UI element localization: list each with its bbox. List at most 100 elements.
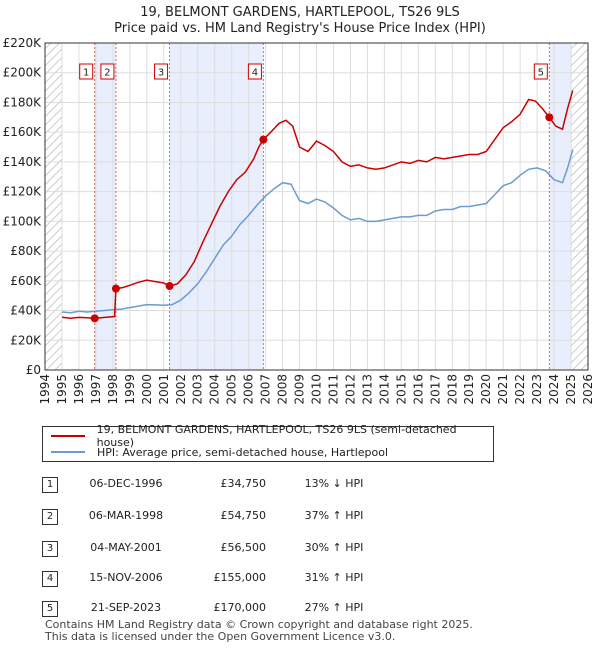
sale-number-box bbox=[100, 63, 115, 80]
y-tick-label: £40K bbox=[10, 304, 42, 318]
x-tick-label: 2015 bbox=[394, 374, 408, 405]
x-tick-label: 2002 bbox=[174, 374, 188, 405]
table-row: 2 06-MAR-1998 £54,750 37% ↑ HPI bbox=[0, 506, 600, 526]
x-tick-label: 1999 bbox=[123, 374, 137, 405]
chart-title: 19, BELMONT GARDENS, HARTLEPOOL, TS26 9L… bbox=[140, 5, 460, 20]
x-tick-label: 2005 bbox=[225, 374, 239, 405]
sale-date: 04-MAY-2001 bbox=[90, 541, 162, 554]
x-tick-label: 2013 bbox=[360, 374, 374, 405]
sale-number-label: 5 bbox=[538, 68, 544, 79]
x-tick-label: 2022 bbox=[513, 374, 527, 405]
table-row: 3 04-MAY-2001 £56,500 30% ↑ HPI bbox=[0, 538, 600, 558]
footer-licence: This data is licensed under the Open Gov… bbox=[45, 630, 396, 643]
row-number-badge: 5 bbox=[42, 601, 58, 617]
x-tick-label: 2023 bbox=[530, 374, 544, 405]
sale-price: £170,000 bbox=[213, 601, 267, 614]
x-tick-label: 2009 bbox=[293, 374, 307, 405]
y-tick-label: £100K bbox=[3, 214, 43, 228]
hpi-series-line bbox=[61, 149, 574, 314]
x-tick-label: 1994 bbox=[38, 374, 52, 405]
x-tick-label: 2011 bbox=[326, 374, 340, 405]
plot-frame bbox=[44, 42, 589, 371]
sale-date: 15-NOV-2006 bbox=[89, 571, 163, 584]
hpi-comparison: 30% ↑ HPI bbox=[304, 541, 364, 554]
hpi-comparison: 37% ↑ HPI bbox=[304, 509, 364, 522]
row-number-badge: 2 bbox=[42, 509, 58, 525]
ownership-band bbox=[94, 43, 116, 370]
sale-point bbox=[165, 282, 174, 291]
x-tick-label: 2004 bbox=[208, 374, 222, 405]
property-series-line bbox=[61, 90, 574, 320]
y-tick-label: £20K bbox=[10, 333, 42, 347]
x-tick-label: 2012 bbox=[343, 374, 357, 405]
sale-number-label: 1 bbox=[83, 68, 89, 79]
y-tick-label: £160K bbox=[3, 125, 43, 139]
hpi-comparison: 31% ↑ HPI bbox=[304, 571, 364, 584]
x-tick-label: 2003 bbox=[191, 374, 205, 405]
sale-point bbox=[545, 113, 554, 122]
price-chart: 1 2 3 4 5 £0 £20K £40K £60K £80K £100K £120K £140K £… bbox=[3, 36, 595, 405]
hpi-comparison: 27% ↑ HPI bbox=[304, 601, 364, 614]
x-tick-label: 2017 bbox=[428, 374, 442, 405]
legend-item-property: 19, BELMONT GARDENS, HARTLEPOOL, TS26 9L… bbox=[51, 423, 493, 449]
x-tick-label: 2001 bbox=[157, 374, 171, 405]
x-tick-label: 2000 bbox=[140, 374, 154, 405]
y-tick-label: £220K bbox=[3, 36, 43, 50]
y-tick-label: £200K bbox=[3, 66, 43, 80]
hpi-comparison: 13% ↓ HPI bbox=[304, 477, 364, 490]
legend-swatch-property bbox=[51, 435, 85, 437]
x-tick-label: 2007 bbox=[259, 374, 273, 405]
footer-copyright: Contains HM Land Registry data © Crown c… bbox=[45, 618, 473, 631]
y-tick-label: £140K bbox=[3, 155, 43, 169]
sale-price: £54,750 bbox=[220, 509, 267, 522]
table-row: 5 21-SEP-2023 £170,000 27% ↑ HPI bbox=[0, 598, 600, 618]
sale-number-box bbox=[533, 63, 548, 80]
ownership-band bbox=[169, 43, 264, 370]
table-row: 1 06-DEC-1996 £34,750 13% ↓ HPI bbox=[0, 474, 600, 494]
x-tick-label: 1997 bbox=[89, 374, 103, 405]
x-tick-label: 2024 bbox=[547, 374, 561, 405]
chart-legend: 19, BELMONT GARDENS, HARTLEPOOL, TS26 9L… bbox=[42, 423, 494, 462]
legend-swatch-hpi bbox=[51, 451, 85, 453]
y-tick-label: £120K bbox=[3, 185, 43, 199]
sale-number-label: 4 bbox=[252, 68, 258, 79]
legend-label-hpi: HPI: Average price, semi-detached house,… bbox=[97, 445, 389, 459]
x-tick-label: 2025 bbox=[564, 374, 578, 405]
legend-item-hpi: HPI: Average price, semi-detached house,… bbox=[51, 444, 388, 460]
y-tick-label: £0 bbox=[26, 363, 41, 377]
x-tick-label: 2021 bbox=[496, 374, 510, 405]
sale-point bbox=[90, 314, 99, 323]
y-tick-label: £180K bbox=[3, 95, 43, 109]
x-tick-label: 1995 bbox=[55, 374, 69, 405]
sale-number-box bbox=[247, 63, 262, 80]
chart-subtitle: Price paid vs. HM Land Registry's House … bbox=[114, 21, 486, 36]
table-row: 4 15-NOV-2006 £155,000 31% ↑ HPI bbox=[0, 568, 600, 588]
y-tick-label: £80K bbox=[10, 244, 42, 258]
ownership-band bbox=[549, 43, 572, 370]
sale-number-label: 2 bbox=[104, 68, 110, 79]
x-tick-label: 2006 bbox=[242, 374, 256, 405]
sale-price: £155,000 bbox=[213, 571, 267, 584]
y-tick-label: £60K bbox=[10, 274, 42, 288]
no-data-hatch bbox=[571, 43, 588, 370]
sale-price: £56,500 bbox=[220, 541, 267, 554]
sale-price: £34,750 bbox=[220, 477, 267, 490]
no-data-hatch bbox=[45, 43, 62, 370]
x-tick-label: 2026 bbox=[581, 374, 595, 405]
x-tick-label: 2019 bbox=[462, 374, 476, 405]
legend-label-property: 19, BELMONT GARDENS, HARTLEPOOL, TS26 9L… bbox=[96, 423, 457, 449]
sale-date: 06-MAR-1998 bbox=[88, 509, 164, 522]
sale-number-box bbox=[79, 63, 94, 80]
x-tick-label: 2016 bbox=[411, 374, 425, 405]
sale-date: 06-DEC-1996 bbox=[89, 477, 163, 490]
x-tick-label: 2018 bbox=[445, 374, 459, 405]
row-number-badge: 3 bbox=[42, 541, 58, 557]
sale-number-label: 3 bbox=[158, 68, 164, 79]
x-tick-label: 1996 bbox=[72, 374, 86, 405]
x-tick-label: 1998 bbox=[106, 374, 120, 405]
sale-date: 21-SEP-2023 bbox=[90, 601, 162, 614]
x-tick-label: 2010 bbox=[310, 374, 324, 405]
x-tick-label: 2008 bbox=[276, 374, 290, 405]
x-tick-label: 2020 bbox=[479, 374, 493, 405]
sale-point bbox=[111, 284, 120, 293]
